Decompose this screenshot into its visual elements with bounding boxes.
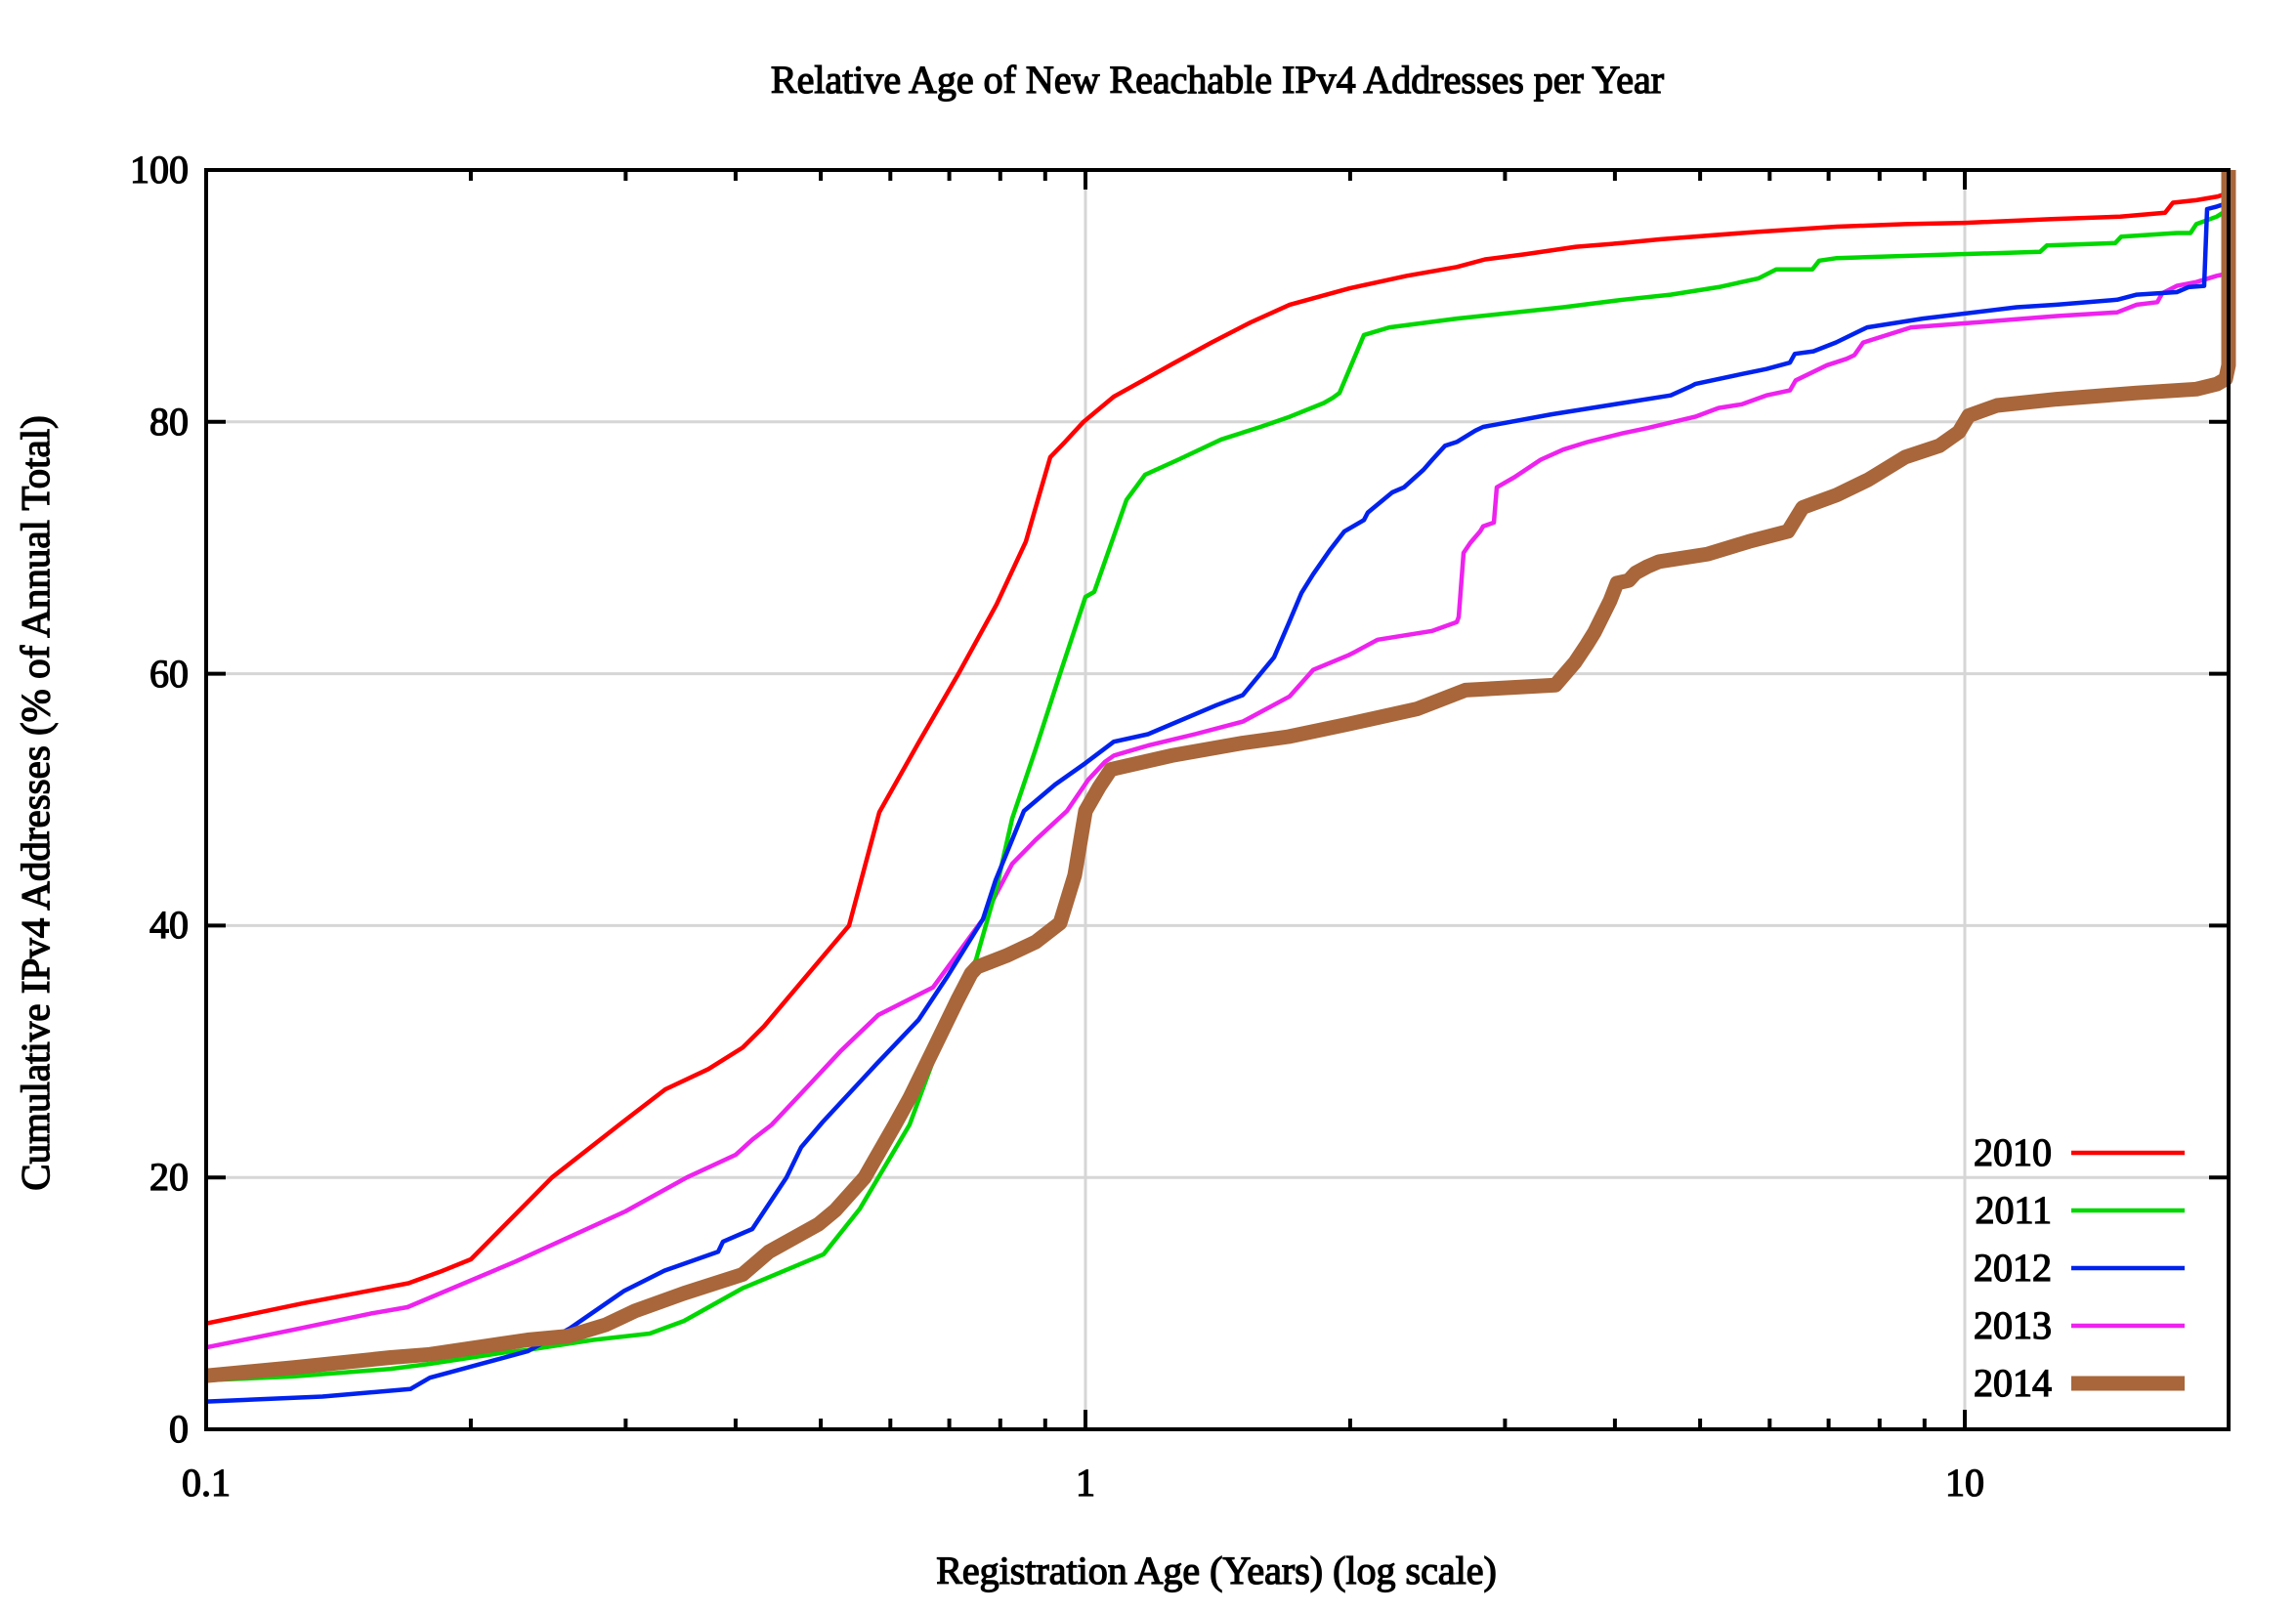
svg-text:10: 10 xyxy=(1945,1461,1984,1505)
svg-text:80: 80 xyxy=(149,400,189,444)
svg-text:2010: 2010 xyxy=(1974,1130,2052,1174)
svg-text:2013: 2013 xyxy=(1974,1303,2052,1347)
svg-text:2014: 2014 xyxy=(1974,1361,2052,1405)
svg-text:100: 100 xyxy=(130,148,189,191)
svg-text:2011: 2011 xyxy=(1975,1188,2052,1232)
svg-text:Cumulative IPv4 Addresses (% o: Cumulative IPv4 Addresses (% of Annual T… xyxy=(13,415,58,1191)
svg-text:0.1: 0.1 xyxy=(182,1461,231,1505)
svg-text:0: 0 xyxy=(169,1407,189,1451)
svg-text:60: 60 xyxy=(149,652,189,696)
svg-text:Registration Age (Years) (log: Registration Age (Years) (log scale) xyxy=(936,1548,1497,1592)
svg-text:2012: 2012 xyxy=(1974,1246,2052,1290)
svg-text:Relative Age of New Reachable: Relative Age of New Reachable IPv4 Addre… xyxy=(771,58,1664,102)
svg-text:40: 40 xyxy=(149,903,189,947)
svg-text:20: 20 xyxy=(149,1155,189,1199)
svg-text:1: 1 xyxy=(1076,1461,1095,1505)
